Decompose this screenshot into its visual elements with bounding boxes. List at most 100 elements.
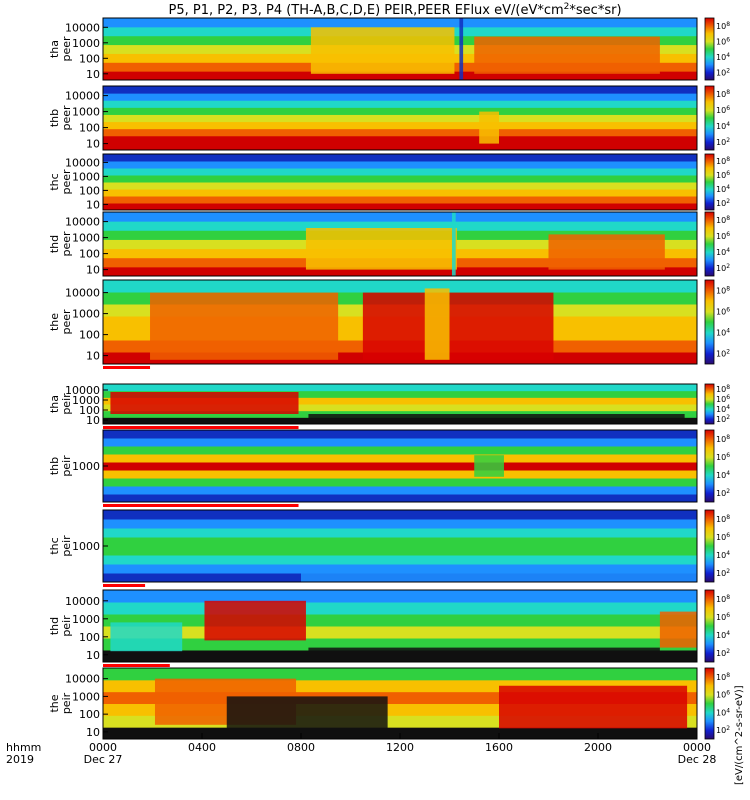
spectrogram-band [103, 182, 697, 190]
y-tick-label: 100 [79, 248, 100, 261]
spectrogram-band [103, 638, 697, 651]
y-tick-label: 10 [86, 350, 100, 363]
spectrogram-band [103, 446, 697, 455]
colorbar-tick-label: 106 [716, 612, 730, 622]
spectrogram-feature [308, 647, 660, 662]
spectrogram-band [103, 397, 697, 405]
colorbar [704, 509, 715, 583]
y-tick-label: 10000 [65, 287, 100, 300]
y-tick-label: 10000 [65, 673, 100, 686]
colorbar-tick-label: 102 [716, 725, 730, 735]
spectrogram-band [103, 142, 697, 151]
x-axis-label: hhmm [6, 741, 41, 754]
y-tick-label: 10 [86, 726, 100, 739]
colorbar-tick-label: 102 [716, 137, 730, 147]
colorbar-tick-label: 108 [716, 286, 730, 296]
y-tick-label: 1000 [72, 540, 100, 553]
y-tick-label: 10 [86, 68, 100, 81]
y-tick-label: 1000 [72, 690, 100, 703]
spectrogram-band [103, 168, 697, 176]
colorbar-tick-label: 108 [716, 594, 730, 604]
spectrogram-band [103, 478, 697, 487]
colorbar [704, 667, 715, 740]
spectrogram-band [103, 546, 697, 556]
panel-label: thb [48, 109, 61, 127]
spectrogram-feature [424, 288, 450, 360]
panel-frame [102, 153, 698, 211]
spectrogram-feature [110, 622, 183, 652]
panel-label: tha [48, 40, 61, 58]
spectrogram-band [103, 100, 697, 108]
colorbar-tick-label: 108 [716, 434, 730, 444]
panel-thc-peir: 1000 thc peir 102 104 106 108 [48, 509, 730, 583]
colorbar-tick-label: 106 [716, 307, 730, 317]
panel-thd-peer: 10 100 1000 10000 thd peer 102 104 106 108 [48, 211, 730, 277]
colorbar-tick-label: 108 [716, 156, 730, 166]
spectrogram-feature [659, 611, 697, 648]
spectrogram-feature [150, 292, 339, 360]
y-tick-label: 1000 [72, 394, 100, 407]
y-tick-label: 10 [86, 198, 100, 211]
panel-label: peer [60, 105, 73, 131]
panel-frame [102, 211, 698, 277]
spectrogram-band [103, 438, 697, 447]
spectrogram-band [103, 161, 697, 169]
panel-the-peer: 10 100 1000 10000 the peer 102 104 106 108 [48, 279, 730, 365]
panel-label: tha [48, 395, 61, 413]
colorbar [704, 211, 715, 277]
y-tick-label: 10 [86, 414, 100, 427]
quality-flag-bar [103, 504, 299, 507]
panel-label: thc [48, 537, 61, 554]
x-tick-label: 2000 [584, 741, 612, 754]
colorbar-tick-label: 104 [716, 404, 730, 414]
panel-frame [102, 17, 698, 81]
spectrogram-band [103, 107, 697, 115]
spectrogram-band [103, 203, 697, 211]
colorbar-tick-label: 104 [716, 630, 730, 640]
spectrogram-band [103, 486, 697, 495]
panel-label: thb [48, 457, 61, 475]
spectrogram-band [103, 390, 697, 398]
panel-label: the [48, 694, 61, 712]
panel-label: thd [48, 617, 61, 635]
spectrogram-band [103, 221, 697, 231]
y-tick-label: 1000 [72, 613, 100, 626]
spectrogram-band [103, 266, 697, 277]
x-tick-label: 1200 [386, 741, 414, 754]
panel-the-peir: 10 100 1000 10000 the peir 102 104 106 108 [48, 667, 730, 740]
chart-title: P5, P1, P2, P3, P4 (TH-A,B,C,D,E) PEIR,P… [168, 2, 621, 18]
x-tick-label: 0800 [287, 741, 315, 754]
spectrogram-band [103, 404, 697, 412]
colorbar-tick-label: 102 [716, 67, 730, 77]
colorbar-tick-label: 102 [716, 349, 730, 359]
colorbar-tick-label: 106 [716, 394, 730, 404]
spectrogram-band [103, 86, 697, 94]
panel-label: thd [48, 235, 61, 253]
colorbar-tick-label: 106 [716, 231, 730, 241]
y-tick-label: 100 [79, 52, 100, 65]
panel-label: peer [60, 231, 73, 257]
spectrogram-band [103, 196, 697, 204]
panel-label: peer [60, 309, 73, 335]
spectrogram-feature [301, 567, 697, 582]
x-tick-label: 0000 [683, 741, 711, 754]
colorbar-unit-label: [eV/(cm^2-s-sr-eV)] [734, 685, 745, 785]
spectrogram-band [103, 175, 697, 183]
spectrogram-feature [110, 392, 299, 414]
spectrogram-band [103, 18, 697, 28]
colorbar-tick-label: 104 [716, 550, 730, 560]
colorbar [704, 153, 715, 211]
colorbar [704, 429, 715, 503]
colorbar-tick-label: 108 [716, 672, 730, 682]
spectrogram-band [103, 470, 697, 479]
colorbar-tick-label: 108 [716, 89, 730, 99]
y-tick-label: 10000 [65, 384, 100, 397]
quality-flag-bar [103, 426, 299, 429]
x-axis-label: 2019 [6, 753, 34, 766]
spectrogram-band [103, 668, 697, 681]
spectrogram-feature [479, 111, 499, 144]
colorbar-tick-label: 106 [716, 690, 730, 700]
colorbar-tick-label: 104 [716, 707, 730, 717]
